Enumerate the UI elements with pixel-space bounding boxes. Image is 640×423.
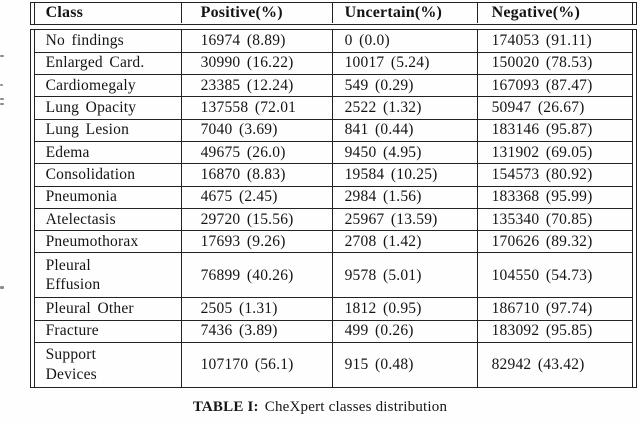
cell-negative: 82942 (43.42) [476, 342, 631, 387]
cell-uncertain: 0 (0.0) [331, 29, 477, 52]
cell-negative: 150020 (78.53) [476, 52, 631, 75]
cell-class: Cardiomegaly [45, 76, 136, 94]
table-row-atelectasis: Atelectasis 29720 (15.56) 25967 (13.59) … [34, 207, 633, 231]
cell-positive: 17693 (9.26) [180, 231, 332, 253]
cell-negative: 135340 (70.85) [476, 208, 631, 231]
table-body-inner: No findings 16974 (8.89) 0 (0.0) 174053 … [33, 29, 634, 387]
cell-positive: 107170 (56.1) [180, 342, 332, 387]
cell-uncertain: 915 (0.48) [331, 342, 477, 387]
cell-negative: 131902 (69.05) [476, 141, 631, 164]
cell-class: Pleural Other [45, 299, 134, 317]
cell-negative: 183146 (95.87) [476, 119, 631, 141]
cell-uncertain: 2522 (1.32) [331, 97, 477, 119]
left-edge-artifact [0, 84, 3, 86]
cell-uncertain: 9578 (5.01) [331, 253, 477, 298]
cell-positive: 30990 (16.22) [180, 52, 332, 75]
col-header-uncertain: Uncertain(%) [331, 3, 477, 23]
cell-negative: 174053 (91.11) [476, 29, 631, 52]
table-row-pleural-other: Pleural Other 2505 (1.31) 1812 (0.95) 18… [34, 297, 633, 320]
cell-uncertain: 9450 (4.95) [331, 141, 477, 164]
col-header-positive: Positive(%) [180, 3, 332, 23]
table-row-lung-opacity: Lung Opacity 137558 (72.01 2522 (1.32) 5… [34, 96, 633, 119]
cell-negative: 50947 (26.67) [476, 97, 631, 119]
cell-positive: 7040 (3.69) [180, 119, 332, 141]
cell-positive: 49675 (26.0) [180, 141, 332, 164]
table-row-no-findings: No findings 16974 (8.89) 0 (0.0) 174053 … [35, 29, 633, 52]
cell-uncertain: 2984 (1.56) [331, 186, 477, 208]
cell-positive: 29720 (15.56) [180, 208, 332, 231]
cell-class: Consolidation [45, 165, 136, 183]
cell-uncertain: 2708 (1.42) [331, 231, 477, 253]
table-row-pneumothorax: Pneumothorax 17693 (9.26) 2708 (1.42) 17… [34, 230, 633, 253]
chexpert-distribution-table: Class Positive(%) Uncertain(%) Negative(… [30, 2, 637, 388]
cell-positive: 2505 (1.31) [180, 298, 332, 320]
table-row-edema: Edema 49675 (26.0) 9450 (4.95) 131902 (6… [34, 140, 633, 164]
cell-positive: 137558 (72.01 [180, 97, 332, 119]
table-body-box: No findings 16974 (8.89) 0 (0.0) 174053 … [30, 28, 637, 388]
table-row-support-devices: Support Devices 107170 (56.1) 915 (0.48)… [34, 341, 633, 387]
header-row: Class Positive(%) Uncertain(%) Negative(… [35, 3, 633, 23]
cell-positive: 7436 (3.89) [180, 320, 332, 342]
cell-class: Support Devices [45, 346, 97, 383]
table-row-fracture: Fracture 7436 (3.89) 499 (0.26) 183092 (… [34, 319, 633, 342]
cell-positive: 23385 (12.24) [180, 75, 332, 97]
col-header-class: Class [45, 3, 84, 21]
col-header-negative: Negative(%) [476, 3, 631, 23]
cell-negative: 183092 (95.85) [476, 320, 631, 342]
cell-negative: 154573 (80.92) [476, 164, 631, 186]
cell-negative: 167093 (87.47) [476, 75, 631, 97]
cell-uncertain: 10017 (5.24) [331, 52, 477, 75]
cell-negative: 186710 (97.74) [476, 298, 631, 320]
cell-uncertain: 499 (0.26) [331, 320, 477, 342]
cell-class: No findings [45, 31, 124, 49]
left-edge-artifact [0, 286, 4, 289]
cell-class: Atelectasis [45, 210, 116, 228]
cell-uncertain: 549 (0.29) [331, 75, 477, 97]
cell-positive: 76899 (40.26) [180, 253, 332, 298]
table-row-pneumonia: Pneumonia 4675 (2.45) 2984 (1.56) 183368… [34, 185, 633, 208]
cell-class: Pleural Effusion [45, 256, 101, 294]
cell-class: Edema [45, 143, 90, 161]
table-row-enlarged-card: Enlarged Card. 30990 (16.22) 10017 (5.24… [34, 51, 633, 75]
cell-uncertain: 841 (0.44) [331, 119, 477, 141]
cell-uncertain: 19584 (10.25) [331, 164, 477, 186]
table-header-box: Class Positive(%) Uncertain(%) Negative(… [30, 2, 637, 25]
cell-uncertain: 1812 (0.95) [331, 298, 477, 320]
table-caption: TABLE I: CheXpert classes distribution [0, 399, 640, 416]
caption-label: TABLE I: [192, 399, 259, 415]
cell-positive: 16974 (8.89) [180, 29, 332, 52]
cell-class: Pneumonia [45, 188, 118, 206]
cell-positive: 4675 (2.45) [180, 186, 332, 208]
cell-class: Enlarged Card. [45, 54, 145, 72]
left-edge-artifact [0, 55, 4, 57]
table-row-consolidation: Consolidation 16870 (8.83) 19584 (10.25)… [34, 163, 633, 186]
table-row-pleural-effusion: Pleural Effusion 76899 (40.26) 9578 (5.0… [34, 252, 633, 298]
cell-class: Lung Opacity [45, 99, 137, 117]
table-row-cardiomegaly: Cardiomegaly 23385 (12.24) 549 (0.29) 16… [34, 74, 633, 97]
cell-class: Lung Lesion [45, 121, 130, 139]
cell-negative: 170626 (89.32) [476, 231, 631, 253]
table-row-lung-lesion: Lung Lesion 7040 (3.69) 841 (0.44) 18314… [34, 118, 633, 141]
cell-positive: 16870 (8.83) [180, 164, 332, 186]
cell-negative: 104550 (54.73) [476, 253, 631, 298]
left-edge-artifact [0, 98, 4, 100]
table-header-inner: Class Positive(%) Uncertain(%) Negative(… [33, 3, 634, 24]
cell-class: Pneumothorax [45, 232, 139, 250]
caption-text: CheXpert classes distribution [264, 399, 448, 415]
cell-uncertain: 25967 (13.59) [331, 208, 477, 231]
left-edge-artifact [0, 103, 4, 105]
cell-class: Fracture [45, 322, 99, 340]
cell-negative: 183368 (95.99) [476, 186, 631, 208]
